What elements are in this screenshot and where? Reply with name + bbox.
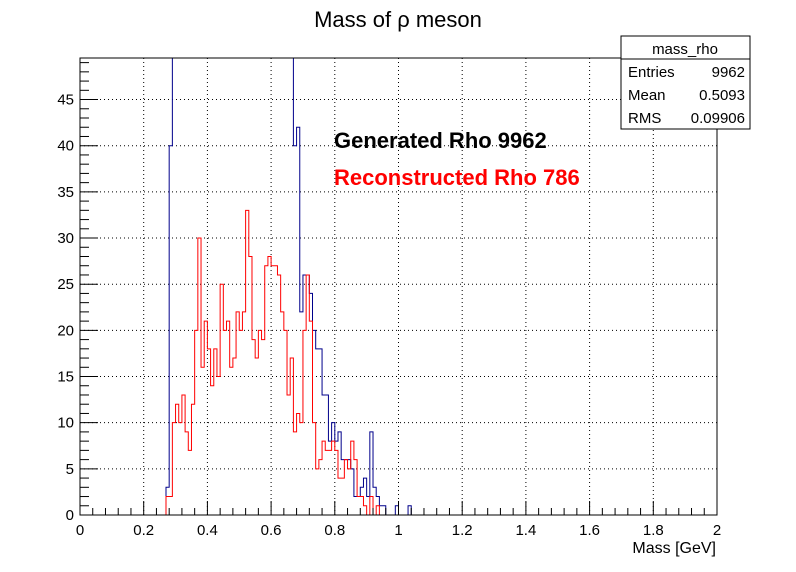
y-tick-label: 0 xyxy=(66,507,74,524)
y-tick-label: 15 xyxy=(57,369,74,386)
axes xyxy=(79,62,718,516)
annotation-generated: Generated Rho 9962 xyxy=(334,128,547,153)
x-tick-label: 0.2 xyxy=(133,522,154,539)
x-tick-label: 1.4 xyxy=(515,522,536,539)
y-tick-labels: 0 5 10 15 20 25 30 35 40 45 xyxy=(57,92,74,524)
x-tick-label: 1.2 xyxy=(452,522,473,539)
stats-box-title: mass_rho xyxy=(652,41,718,58)
series-line-reconstructed xyxy=(80,209,431,516)
x-tick-label: 0.4 xyxy=(197,522,218,539)
x-tick-label: 1.8 xyxy=(643,522,664,539)
stats-label-mean: Mean xyxy=(628,87,666,104)
y-tick-label: 10 xyxy=(57,415,74,432)
y-tick-label: 45 xyxy=(57,92,74,109)
x-tick-label: 0.8 xyxy=(324,522,345,539)
x-tick-label: 1.6 xyxy=(579,522,600,539)
annotation-reconstructed: Reconstructed Rho 786 xyxy=(334,165,580,190)
y-tick-label: 30 xyxy=(57,230,74,247)
y-tick-label: 20 xyxy=(57,322,74,339)
stats-value-entries: 9962 xyxy=(712,64,745,81)
y-tick-label: 5 xyxy=(66,461,74,478)
y-tick-label: 25 xyxy=(57,276,74,293)
stats-label-entries: Entries xyxy=(628,64,675,81)
stats-box-frame xyxy=(620,35,751,130)
stats-value-rms: 0.09906 xyxy=(691,110,745,127)
x-tick-label: 2 xyxy=(713,522,721,539)
x-tick-label: 1 xyxy=(394,522,402,539)
y-tick-label: 40 xyxy=(57,138,74,155)
stats-box: mass_rho Entries 9962 Mean 0.5093 RMS 0.… xyxy=(620,35,751,130)
x-axis-label: Mass [GeV] xyxy=(632,540,716,557)
stats-label-rms: RMS xyxy=(628,110,661,127)
y-tick-label: 35 xyxy=(57,184,74,201)
chart-title: Mass of ρ meson xyxy=(314,7,482,32)
stats-value-mean: 0.5093 xyxy=(699,87,745,104)
x-tick-label: 0 xyxy=(76,522,84,539)
x-tick-labels: 0 0.2 0.4 0.6 0.8 1 1.2 1.4 1.6 1.8 2 xyxy=(76,522,721,539)
x-tick-label: 0.6 xyxy=(261,522,282,539)
